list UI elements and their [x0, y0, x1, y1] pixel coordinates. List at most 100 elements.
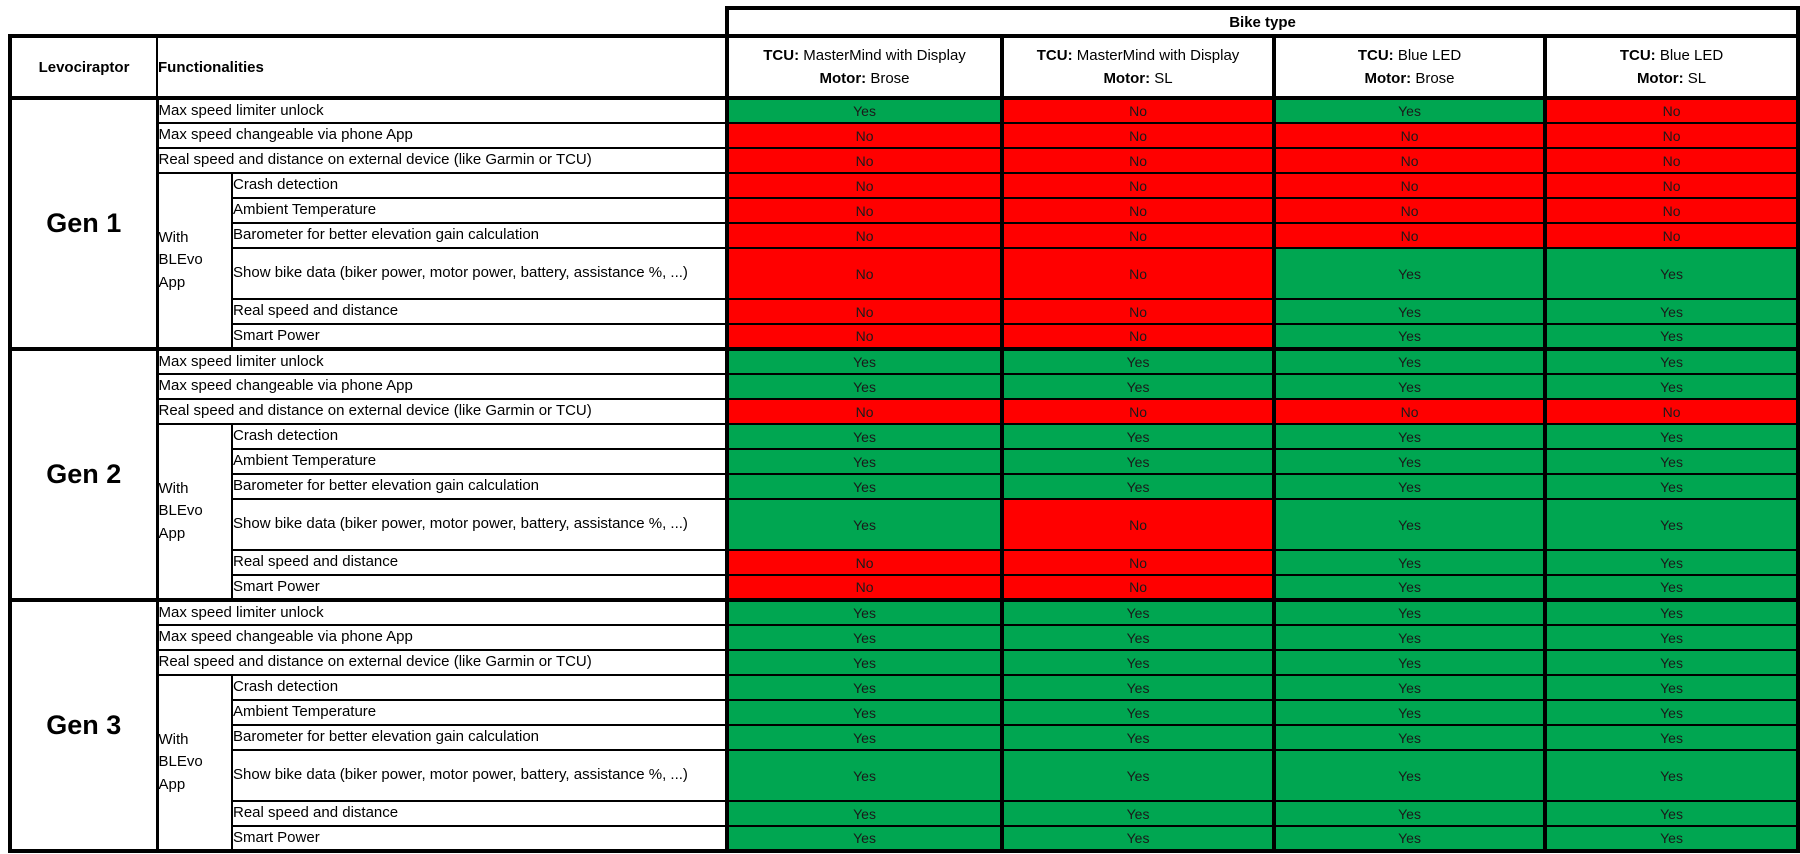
value-cell: No: [725, 147, 1004, 174]
motor-value: Brose: [1415, 70, 1455, 87]
value-cell: No: [725, 298, 1004, 325]
feature-cell: Smart Power: [230, 323, 729, 350]
top-left-spacer: [10, 8, 727, 36]
table-row: Real speed and distance No No Yes Yes: [10, 549, 1800, 576]
value-cell: Yes: [1000, 749, 1276, 802]
tcu-line: TCU: MasterMind with Display: [731, 44, 1000, 67]
table-row: Smart Power No No Yes Yes: [10, 574, 1800, 601]
corner-header: Levociraptor: [8, 34, 158, 100]
motor-line: Motor: SL: [1006, 67, 1272, 90]
feature-cell: Real speed and distance: [230, 800, 729, 827]
gen-label-cell: Gen 1: [8, 96, 159, 351]
table-row: Ambient Temperature Yes Yes Yes Yes: [10, 448, 1800, 475]
gen-label-cell: Gen 3: [8, 598, 159, 853]
tcu-line: TCU: Blue LED: [1549, 44, 1794, 67]
value-cell: Yes: [1543, 373, 1800, 400]
value-cell: Yes: [1000, 347, 1276, 375]
value-cell: Yes: [1543, 825, 1800, 853]
feature-cell: Max speed changeable via phone App: [155, 373, 729, 400]
value-cell: No: [1000, 549, 1276, 576]
value-cell: Yes: [725, 96, 1004, 124]
value-cell: Yes: [725, 749, 1004, 802]
value-cell: Yes: [725, 448, 1004, 475]
table-row: Max speed changeable via phone App Yes Yes…: [10, 373, 1800, 400]
value-cell: No: [1000, 172, 1276, 199]
functionalities-header: Functionalities: [155, 34, 729, 100]
value-cell: Yes: [1000, 598, 1276, 626]
value-cell: Yes: [1272, 498, 1547, 551]
table-row: Gen 2 Max speed limiter unlock Yes Yes Yes Ye…: [8, 347, 1800, 602]
table-row: Barometer for better elevation gain calc…: [10, 473, 1800, 500]
value-cell: Yes: [1272, 423, 1547, 450]
value-cell: Yes: [725, 598, 1004, 626]
value-cell: Yes: [1272, 649, 1547, 676]
table-row: Gen 1 Max speed limiter unlock Yes No Yes No: [8, 96, 1800, 351]
table-row: Real speed and distance Yes Yes Yes Yes: [10, 800, 1800, 827]
value-cell: No: [1000, 147, 1276, 174]
value-cell: Yes: [1543, 347, 1800, 375]
table-row: Show bike data (biker power, motor power…: [10, 498, 1800, 551]
value-cell: No: [1000, 398, 1276, 425]
feature-cell: Show bike data (biker power, motor power…: [230, 749, 729, 802]
feature-cell: Crash detection: [230, 674, 729, 701]
bike-type-header-cell: TCU: MasterMind with Display Motor: SL: [1000, 34, 1276, 100]
bike-type-header-cell: TCU: MasterMind with Display Motor: Brose: [725, 34, 1004, 100]
table-row: Ambient Temperature Yes Yes Yes Yes: [10, 699, 1800, 726]
value-cell: Yes: [725, 800, 1004, 827]
value-cell: Yes: [1272, 598, 1547, 626]
table-row: Real speed and distance on external devi…: [10, 398, 1800, 425]
value-cell: Yes: [725, 498, 1004, 551]
value-cell: Yes: [1000, 423, 1276, 450]
value-cell: Yes: [1543, 649, 1800, 676]
value-cell: Yes: [1272, 574, 1547, 601]
tcu-prefix: TCU:: [1619, 46, 1656, 64]
value-cell: Yes: [1000, 624, 1276, 651]
tcu-value: MasterMind with Display: [803, 46, 966, 64]
tcu-line: TCU: Blue LED: [1278, 44, 1543, 67]
value-cell: Yes: [1543, 800, 1800, 827]
table-row: Smart Power Yes Yes Yes Yes: [10, 825, 1800, 853]
table-body: Gen 1 Max speed limiter unlock Yes No Yes No M…: [8, 96, 1800, 853]
value-cell: Yes: [1543, 749, 1800, 802]
feature-cell: Crash detection: [230, 172, 729, 199]
value-cell: No: [1000, 96, 1276, 124]
value-cell: No: [1543, 398, 1800, 425]
value-cell: Yes: [1543, 498, 1800, 551]
table-row: Barometer for better elevation gain calc…: [10, 222, 1800, 249]
value-cell: Yes: [1272, 699, 1547, 726]
value-cell: No: [1000, 574, 1276, 601]
value-cell: Yes: [1543, 298, 1800, 325]
value-cell: No: [725, 172, 1004, 199]
value-cell: No: [1272, 222, 1547, 249]
tcu-value: Blue LED: [1659, 46, 1724, 64]
value-cell: Yes: [725, 624, 1004, 651]
motor-prefix: Motor:: [1103, 70, 1151, 87]
value-cell: Yes: [1543, 549, 1800, 576]
bike-type-header-cell: TCU: Blue LED Motor: SL: [1543, 34, 1800, 100]
value-cell: Yes: [1543, 247, 1800, 300]
motor-prefix: Motor:: [819, 70, 867, 87]
feature-cell: Max speed limiter unlock: [155, 347, 729, 375]
value-cell: Yes: [1272, 624, 1547, 651]
table-row: Show bike data (biker power, motor power…: [10, 247, 1800, 300]
table-row: With BLEvo App Crash detection Yes Yes Yes Ye…: [10, 674, 1800, 853]
feature-cell: Ambient Temperature: [230, 197, 729, 224]
feature-cell: Smart Power: [230, 574, 729, 601]
table-row: Real speed and distance on external devi…: [10, 649, 1800, 676]
value-cell: Yes: [1000, 800, 1276, 827]
gen-label-cell: Gen 2: [8, 347, 159, 602]
tcu-prefix: TCU:: [1036, 46, 1073, 64]
value-cell: Yes: [1272, 448, 1547, 475]
value-cell: No: [1272, 147, 1547, 174]
feature-cell: Ambient Temperature: [230, 448, 729, 475]
motor-prefix: Motor:: [1636, 70, 1684, 87]
with-blevo-app-cell: With BLEvo App: [156, 172, 233, 351]
value-cell: No: [725, 549, 1004, 576]
bike-type-banner: Bike type: [725, 6, 1800, 38]
tcu-prefix: TCU:: [1357, 46, 1394, 64]
value-cell: Yes: [1000, 473, 1276, 500]
feature-cell: Max speed changeable via phone App: [155, 122, 729, 149]
table-row: Ambient Temperature No No No No: [10, 197, 1800, 224]
value-cell: Yes: [725, 674, 1004, 701]
value-cell: Yes: [1272, 724, 1547, 751]
